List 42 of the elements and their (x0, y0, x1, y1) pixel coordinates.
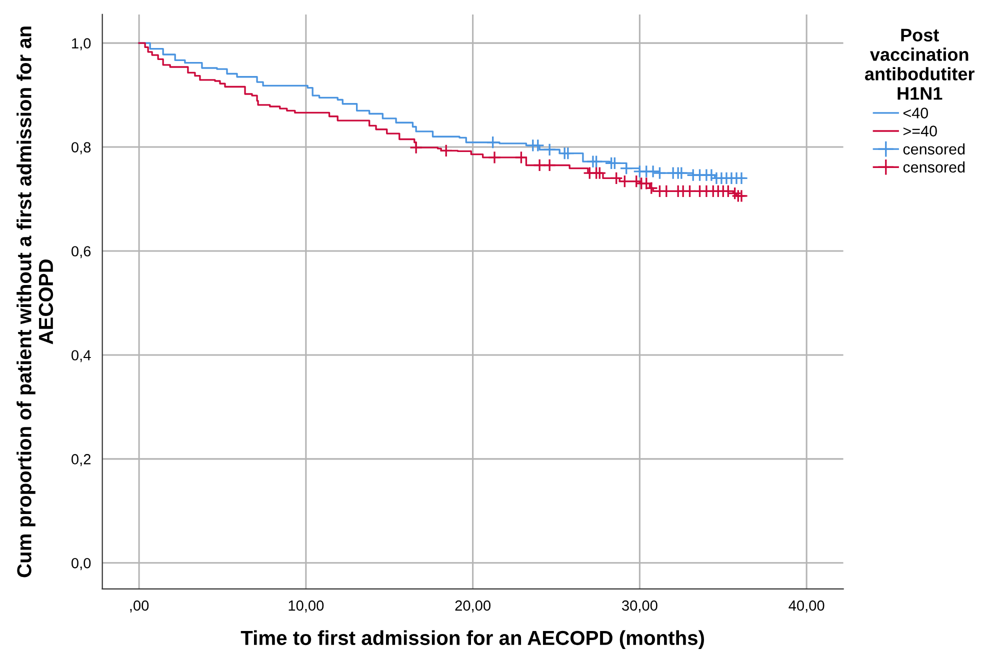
y-tick-label: 0,8 (72, 142, 91, 154)
point (514, 150, 528, 164)
point (486, 136, 500, 150)
y-axis-title: Cum proportion of patient without a first admission for an AECOPD (16, 26, 54, 578)
point (610, 172, 623, 185)
x-tick-label: 30,00 (622, 600, 658, 612)
legend-label: censored (903, 143, 965, 155)
point (683, 184, 696, 198)
point (734, 189, 748, 203)
point (728, 186, 742, 200)
x-axis-title: Time to first admission for an AECOPD (months) (240, 630, 704, 650)
y-tick-label: 1,0 (72, 38, 91, 50)
legend-label: >=40 (903, 126, 937, 137)
x-tick-label: 10,00 (288, 600, 324, 612)
point (653, 166, 666, 180)
y-tick-label: 0,4 (72, 350, 91, 362)
point (542, 142, 556, 156)
legend-label: censored (903, 161, 965, 173)
point (644, 181, 658, 195)
point (721, 184, 735, 198)
point (646, 164, 660, 178)
point (488, 150, 502, 164)
x-tick-label: 20,00 (455, 600, 490, 612)
point (532, 158, 546, 172)
point (542, 158, 556, 172)
point (590, 154, 603, 168)
point (592, 166, 606, 180)
y-tick-label: 0,2 (72, 454, 90, 466)
y-tick-label: 0,6 (72, 246, 91, 258)
point (409, 140, 423, 154)
x-tick-label: ,00 (130, 600, 149, 612)
point (674, 166, 688, 180)
legend-title: Post vaccination antibodutiter H1N1 (864, 28, 974, 100)
y-tick-label: 0,0 (72, 558, 91, 570)
legend-label: <40 (903, 108, 928, 118)
x-tick-label: 40,00 (788, 600, 824, 612)
point (618, 174, 632, 188)
point (561, 146, 575, 160)
point (439, 144, 453, 158)
point (620, 162, 633, 175)
point (630, 174, 643, 188)
point (660, 184, 674, 198)
